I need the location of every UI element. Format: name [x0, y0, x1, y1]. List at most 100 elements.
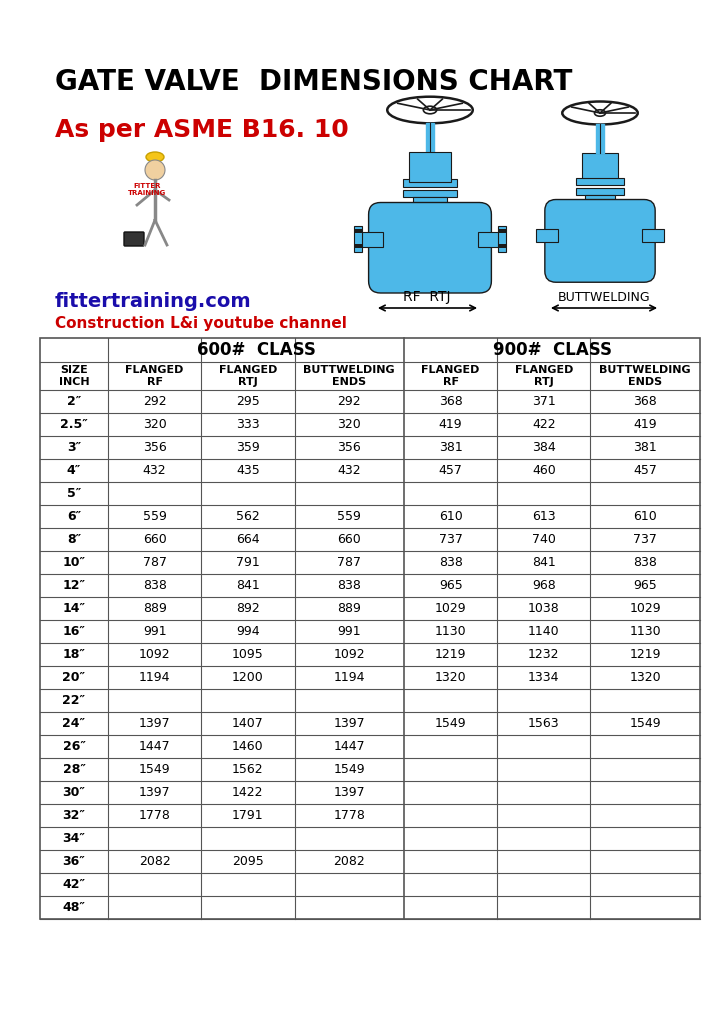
Text: FLANGED
RTJ: FLANGED RTJ [515, 366, 573, 387]
Text: 1778: 1778 [139, 809, 171, 822]
Text: fittertraining.com: fittertraining.com [55, 292, 252, 311]
Text: 457: 457 [439, 464, 463, 477]
Text: 432: 432 [143, 464, 167, 477]
Text: 2082: 2082 [334, 855, 365, 868]
Bar [498, 228, 506, 232]
Text: GATE VALVE  DIMENSIONS CHART: GATE VALVE DIMENSIONS CHART [55, 68, 573, 96]
Text: 737: 737 [634, 534, 657, 546]
Text: 994: 994 [236, 625, 260, 638]
FancyBboxPatch shape [545, 200, 655, 283]
Text: 838: 838 [337, 579, 361, 592]
Bar [581, 154, 618, 181]
Text: 660: 660 [337, 534, 361, 546]
Bar [403, 179, 457, 187]
Text: 4″: 4″ [67, 464, 81, 477]
Text: As per ASME B16. 10: As per ASME B16. 10 [55, 118, 349, 142]
Text: 1407: 1407 [232, 717, 264, 730]
Text: 1447: 1447 [139, 740, 170, 753]
Text: 381: 381 [634, 441, 657, 454]
Text: 787: 787 [337, 556, 361, 569]
Text: 1194: 1194 [334, 671, 365, 684]
Text: 371: 371 [532, 395, 556, 408]
Bar [536, 229, 557, 242]
Text: 26″: 26″ [62, 740, 85, 753]
Text: 1549: 1549 [629, 717, 661, 730]
Text: FLANGED
RF: FLANGED RF [125, 366, 184, 387]
Text: 1095: 1095 [232, 648, 264, 662]
Text: 359: 359 [236, 441, 260, 454]
Text: 435: 435 [236, 464, 260, 477]
Text: 432: 432 [337, 464, 361, 477]
Text: 381: 381 [439, 441, 463, 454]
Text: 1092: 1092 [139, 648, 170, 662]
Text: 8″: 8″ [67, 534, 81, 546]
Text: 1460: 1460 [232, 740, 264, 753]
Text: 14″: 14″ [62, 602, 85, 615]
Text: 968: 968 [532, 579, 556, 592]
Bar [354, 226, 361, 253]
Text: Construction L&i youtube channel: Construction L&i youtube channel [55, 316, 347, 331]
Text: 838: 838 [439, 556, 463, 569]
Text: 1549: 1549 [334, 763, 365, 776]
Text: 1232: 1232 [528, 648, 560, 662]
Text: 892: 892 [236, 602, 260, 615]
Text: BUTTWELDING
ENDS: BUTTWELDING ENDS [599, 366, 691, 387]
Text: 32″: 32″ [62, 809, 85, 822]
Text: 1563: 1563 [528, 717, 560, 730]
Text: 1200: 1200 [232, 671, 264, 684]
Text: 18″: 18″ [62, 648, 85, 662]
Bar [40, 338, 700, 919]
Text: FITTER: FITTER [133, 183, 161, 189]
Text: 320: 320 [143, 418, 167, 431]
Text: 1397: 1397 [139, 786, 170, 799]
Text: 1397: 1397 [334, 717, 365, 730]
Text: 1422: 1422 [232, 786, 264, 799]
Text: 460: 460 [532, 464, 556, 477]
Text: FLANGED
RTJ: FLANGED RTJ [219, 366, 277, 387]
Text: 889: 889 [337, 602, 361, 615]
Text: 12″: 12″ [62, 579, 85, 592]
Text: 333: 333 [236, 418, 260, 431]
Bar [576, 188, 624, 195]
Text: 36″: 36″ [62, 855, 85, 868]
Bar [478, 231, 501, 247]
Text: 6″: 6″ [67, 510, 81, 523]
Text: 1397: 1397 [139, 717, 170, 730]
Text: SIZE
INCH: SIZE INCH [59, 366, 89, 387]
Text: 838: 838 [143, 579, 167, 592]
Text: BUTTWELDING: BUTTWELDING [557, 291, 650, 304]
Text: 34″: 34″ [62, 831, 85, 845]
Text: 1038: 1038 [528, 602, 560, 615]
FancyBboxPatch shape [369, 203, 492, 293]
Text: 5″: 5″ [67, 487, 81, 500]
Text: 48″: 48″ [62, 901, 85, 914]
Text: 42″: 42″ [62, 878, 85, 891]
Text: 791: 791 [236, 556, 260, 569]
Text: 1130: 1130 [435, 625, 466, 638]
Text: 368: 368 [439, 395, 463, 408]
Text: 841: 841 [532, 556, 556, 569]
Text: 1397: 1397 [334, 786, 365, 799]
Bar [409, 152, 451, 182]
Text: 457: 457 [634, 464, 657, 477]
Text: 320: 320 [337, 418, 361, 431]
Text: BUTTWELDING
ENDS: BUTTWELDING ENDS [303, 366, 395, 387]
Bar [642, 229, 665, 242]
Text: 1549: 1549 [139, 763, 170, 776]
Circle shape [145, 160, 165, 180]
Bar [597, 124, 604, 154]
Text: 613: 613 [532, 510, 556, 523]
Text: 419: 419 [439, 418, 463, 431]
Text: 1447: 1447 [334, 740, 365, 753]
Text: 422: 422 [532, 418, 556, 431]
Text: 900#  CLASS: 900# CLASS [492, 341, 612, 359]
Text: 1549: 1549 [435, 717, 466, 730]
Bar [413, 198, 447, 216]
Text: 2″: 2″ [67, 395, 81, 408]
Text: 384: 384 [532, 441, 556, 454]
Text: 1140: 1140 [528, 625, 560, 638]
Bar [354, 228, 361, 232]
Text: 356: 356 [337, 441, 361, 454]
Text: 610: 610 [634, 510, 657, 523]
Text: 660: 660 [143, 534, 167, 546]
